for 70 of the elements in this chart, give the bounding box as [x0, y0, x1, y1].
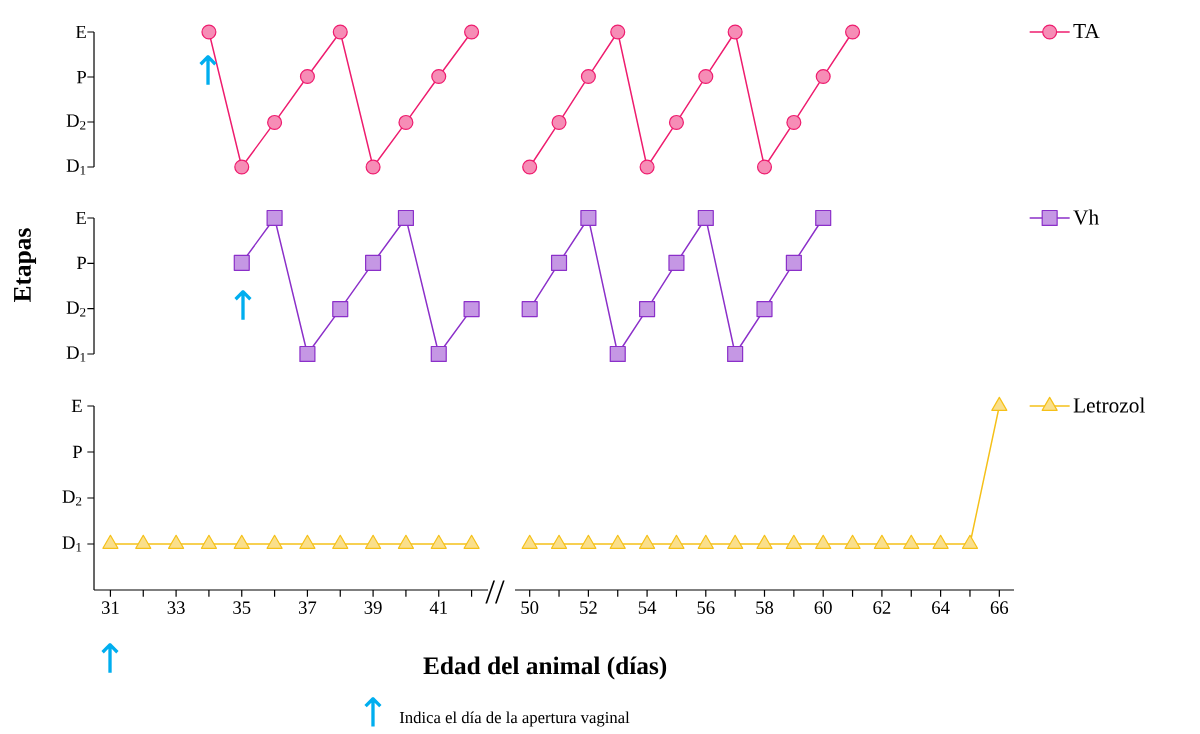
point: [365, 159, 381, 175]
text: ↑: [364, 697, 382, 727]
point: [756, 159, 773, 175]
point: [522, 159, 538, 175]
x-tick-label: 50: [521, 601, 539, 614]
point: [727, 24, 743, 40]
point: [609, 345, 626, 363]
point: [332, 301, 349, 318]
x-axis-title: Edad del animal (días): [423, 656, 667, 680]
x-tick-label: 54: [638, 601, 657, 614]
x-tick-label: 64: [932, 601, 950, 614]
x-tick-label: 56: [697, 601, 715, 614]
x-tick-label: 33: [167, 601, 185, 614]
x-tick-label: 52: [580, 601, 597, 614]
point: [639, 301, 656, 318]
point: [397, 209, 414, 227]
point: [299, 69, 315, 85]
point: [267, 114, 283, 130]
x-tick-label: 60: [814, 601, 832, 614]
x-tick-label: 35: [233, 601, 251, 614]
point: [610, 24, 626, 40]
point: [580, 209, 597, 227]
x-tick-label: 58: [756, 601, 774, 614]
text: ↑: [101, 643, 119, 673]
text: Indica el día de la apertura vaginal: [399, 711, 630, 727]
point: [234, 159, 250, 175]
point: [815, 209, 832, 227]
point: [233, 254, 250, 271]
y-tick-label: E: [71, 399, 82, 413]
point: [727, 345, 744, 363]
point: [668, 254, 685, 271]
point: [201, 24, 217, 40]
point: [785, 254, 802, 271]
x-tick-label: 66: [990, 601, 1009, 614]
point: [521, 301, 538, 318]
point: [697, 209, 714, 227]
y-tick-label: D$_{2}$: [62, 490, 82, 506]
x-tick-label: 37: [298, 601, 317, 614]
x-tick-label: 41: [429, 601, 447, 614]
x-tick-label: 31: [101, 601, 119, 614]
point: [398, 114, 414, 130]
point: [551, 114, 567, 130]
point: [845, 24, 861, 40]
y-tick-label: P: [72, 445, 82, 459]
annotation: ↑: [199, 55, 217, 85]
point: [299, 345, 316, 363]
point: [431, 69, 447, 85]
point: [786, 114, 802, 130]
point: [430, 345, 447, 363]
point: [463, 301, 480, 318]
legend-label: TA: [1073, 23, 1100, 39]
legend-label: Vh: [1073, 209, 1099, 225]
point: [815, 69, 831, 85]
x-tick-label: 62: [873, 601, 891, 614]
point: [365, 254, 382, 271]
annotation: //: [485, 580, 505, 604]
point: [332, 24, 348, 40]
point: [668, 114, 684, 130]
point: [639, 159, 655, 175]
y-axis-title: Etapas: [14, 228, 37, 302]
y-tick-label: D$_{1}$: [62, 536, 82, 552]
point: [464, 24, 480, 40]
legend-label: Letrozol: [1073, 397, 1145, 413]
point: [756, 301, 773, 318]
point: [266, 209, 283, 227]
point: [580, 69, 596, 85]
annotation: ↑: [234, 290, 252, 320]
x-tick-label: 39: [364, 601, 382, 614]
point: [698, 69, 714, 85]
point: [550, 254, 568, 271]
